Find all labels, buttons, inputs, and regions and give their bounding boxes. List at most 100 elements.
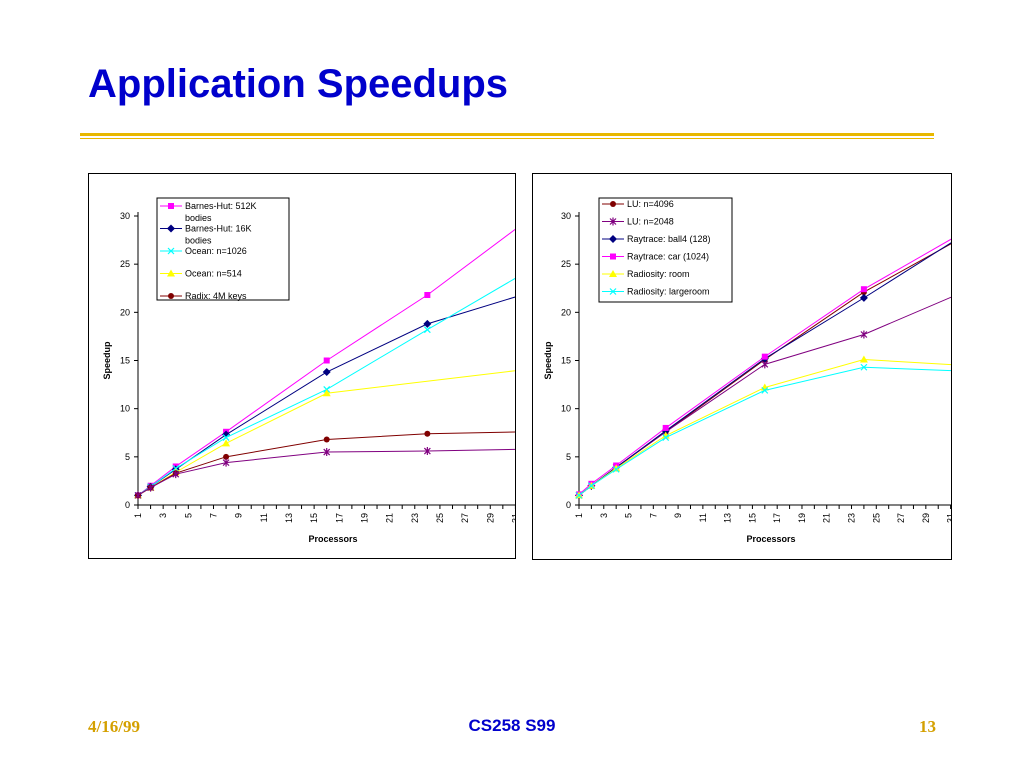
- x-axis-title: Processors: [308, 534, 357, 544]
- footer-course: CS258 S99: [468, 716, 556, 735]
- y-tick-label: 15: [561, 356, 571, 366]
- x-tick-label: 25: [435, 513, 445, 523]
- y-tick-label: 10: [120, 404, 130, 414]
- x-tick-label: 7: [648, 513, 658, 518]
- data-point: [423, 319, 432, 328]
- legend-entry: Radix: 4M keys: [160, 291, 247, 301]
- legend-entry: Barnes-Hut: 16K bodies: [160, 224, 252, 246]
- legend-entry: Raytrace: ball4 (128): [602, 234, 711, 244]
- legend-label: Radiosity: largeroom: [627, 287, 710, 297]
- slide-title: Application Speedups: [88, 62, 509, 106]
- data-point: [323, 357, 330, 364]
- y-tick-label: 15: [120, 356, 130, 366]
- x-tick-label: 19: [359, 513, 369, 523]
- data-point: [587, 482, 595, 490]
- speedup-chart-right: 0 5 10 15 20 25 30 1 3 5 7 9 11 13 15 17 19 21 23 25 27 29 31 P…: [532, 173, 952, 560]
- legend-swatch-marker: [609, 288, 617, 295]
- x-tick-label: 5: [624, 513, 634, 518]
- x-tick-label: 13: [284, 513, 294, 523]
- series-group: [134, 277, 515, 499]
- x-tick-label: 17: [772, 513, 782, 523]
- data-point: [423, 326, 431, 334]
- y-tick-label: 25: [120, 259, 130, 269]
- x-tick-label: 31: [510, 513, 515, 523]
- series-group: [134, 370, 515, 499]
- legend-box: [156, 197, 290, 301]
- data-point: [612, 464, 621, 472]
- data-point: [860, 330, 868, 339]
- legend-swatch-marker: [168, 293, 174, 299]
- data-point: [662, 434, 670, 441]
- legend-entry: Ocean: n=1026: [160, 246, 247, 256]
- data-point: [223, 453, 230, 460]
- series-line: [137, 370, 515, 496]
- x-tick-label: 31: [946, 513, 951, 523]
- data-point: [222, 434, 230, 441]
- legend-swatch-marker: [609, 235, 617, 243]
- title-underline-thin: [80, 138, 934, 139]
- speedup-chart-left: 0 5 10 15 20 25 30 1 3 5 7 9 11 13 15 17 19 21 23 25 27 29 31 P…: [88, 173, 516, 559]
- legend-label: bodies: [185, 213, 212, 223]
- x-tick-label: 23: [847, 513, 857, 523]
- data-point: [859, 355, 868, 363]
- x-tick-label: 3: [158, 513, 168, 518]
- legend-swatch-marker: [167, 269, 175, 277]
- data-point: [860, 286, 867, 293]
- y-tick-label: 0: [125, 500, 130, 510]
- x-tick-label: 7: [208, 513, 218, 518]
- x-tick-label: 13: [723, 513, 733, 523]
- x-tick-label: 1: [574, 513, 584, 518]
- legend-label: Barnes-Hut: 16K: [185, 224, 252, 234]
- series-group: [575, 296, 951, 500]
- data-point: [424, 430, 431, 437]
- data-point: [147, 483, 155, 492]
- y-tick-label: 20: [561, 307, 571, 317]
- y-tick-label: 0: [566, 500, 571, 510]
- footer-page-number: 13: [919, 717, 936, 736]
- y-tick-label: 5: [125, 452, 130, 462]
- series-line: [578, 359, 951, 496]
- series-group: [575, 363, 951, 499]
- y-tick-label: 5: [566, 452, 571, 462]
- legend-label: LU: n=4096: [627, 199, 674, 209]
- data-point: [612, 465, 620, 473]
- y-tick-label: 10: [561, 404, 571, 414]
- x-tick-label: 27: [460, 513, 470, 523]
- x-tick-label: 15: [747, 513, 757, 523]
- x-tick-label: 11: [259, 513, 269, 522]
- legend-entry: Ocean: n=514: [160, 269, 242, 279]
- y-axis-title: Speedup: [543, 341, 553, 380]
- legend-swatch-marker: [610, 201, 616, 207]
- series-group: [575, 355, 951, 499]
- x-tick-label: 25: [871, 513, 881, 523]
- legend-entry: Barnes-Hut: 512K bodies: [160, 201, 257, 223]
- x-axis-title: Processors: [746, 534, 795, 544]
- legend-label: Radix: 4M keys: [185, 291, 247, 301]
- legend-swatch-marker: [168, 203, 174, 209]
- data-point: [761, 353, 768, 360]
- series-line: [578, 296, 951, 496]
- legend-label: LU: n=2048: [627, 217, 674, 227]
- x-tick-label: 23: [410, 513, 420, 523]
- footer-date: 4/16/99: [88, 717, 140, 736]
- data-point: [424, 291, 431, 298]
- y-tick-label: 20: [120, 307, 130, 317]
- legend-entry: Raytrace: car (1024): [602, 252, 709, 262]
- legend-swatch-marker: [609, 217, 617, 226]
- x-tick-label: 15: [309, 513, 319, 523]
- series-group: [135, 430, 515, 499]
- data-point: [859, 293, 868, 302]
- x-tick-label: 21: [385, 513, 395, 523]
- data-point: [322, 368, 331, 377]
- legend-box: [598, 197, 733, 303]
- x-tick-label: 29: [921, 513, 931, 523]
- data-point: [423, 447, 431, 456]
- y-tick-label: 30: [561, 211, 571, 221]
- legend-label: bodies: [185, 236, 212, 246]
- data-point: [575, 491, 583, 499]
- x-tick-label: 27: [896, 513, 906, 523]
- legend-entry: LU: n=2048: [602, 217, 674, 227]
- legend-label: Raytrace: car (1024): [627, 252, 709, 262]
- x-tick-label: 9: [234, 513, 244, 518]
